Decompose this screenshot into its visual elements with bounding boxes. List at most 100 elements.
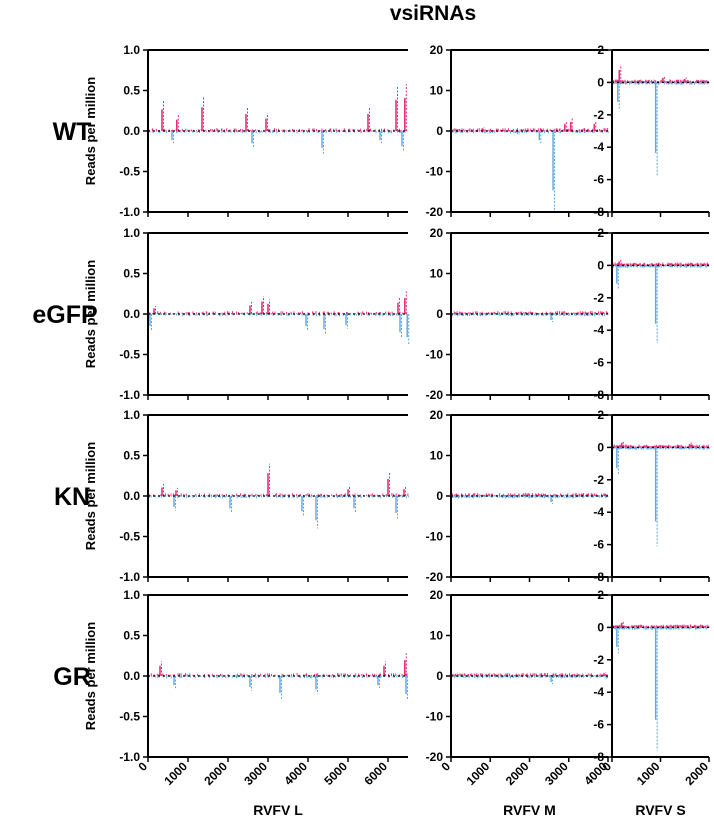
y-tick-label: 10 <box>430 267 444 281</box>
y-tick-label: 0.0 <box>123 124 140 138</box>
y-axis-label: Reads per million <box>83 77 98 185</box>
y-tick-label: 1.0 <box>123 408 140 422</box>
y-tick-label: 0 <box>436 669 443 683</box>
y-tick-label: -6 <box>593 718 604 732</box>
x-axis-label: RVFV L <box>253 802 303 818</box>
y-tick-label: 10 <box>430 449 444 463</box>
y-tick-label: 20 <box>430 43 444 57</box>
x-tick-label: 3000 <box>542 759 571 788</box>
y-tick-label: 0 <box>436 124 443 138</box>
y-tick-label: -10 <box>426 710 444 724</box>
panel-rvfv-l-kn: -1.0 -0.5 0.0 0.5 1.0 <box>119 408 409 584</box>
row-label: WT <box>53 118 92 146</box>
y-tick-label: 0 <box>597 620 604 634</box>
y-tick-label: -1.0 <box>119 750 140 764</box>
y-tick-label: -10 <box>426 530 444 544</box>
y-tick-label: -6 <box>593 356 604 370</box>
y-tick-label: -20 <box>426 205 444 219</box>
panel-rvfv-l-egfp: -1.0 -0.5 0.0 0.5 1.0 <box>119 226 410 402</box>
x-tick-label: 4000 <box>281 759 310 788</box>
panel-rvfv-l-wt: -1.0 -0.5 0.0 0.5 1.0 <box>119 43 408 219</box>
y-tick-label: 0 <box>436 489 443 503</box>
x-tick-label: 2000 <box>682 759 711 788</box>
y-tick-label: -20 <box>426 388 444 402</box>
y-tick-label: 0 <box>436 307 443 321</box>
y-tick-label: 2 <box>597 226 604 240</box>
y-tick-label: -1.0 <box>119 388 140 402</box>
y-tick-label: -6 <box>593 173 604 187</box>
row-label: KN <box>54 483 90 511</box>
y-tick-label: -2 <box>593 291 604 305</box>
y-tick-label: -2 <box>593 473 604 487</box>
panel-rvfv-l-gr: -1.0-0.50.00.51.00 1000 2000 3000 4000 5000 60… <box>119 588 408 788</box>
y-tick-label: 20 <box>430 588 444 602</box>
y-tick-label: -8 <box>593 205 604 219</box>
y-tick-label: 1.0 <box>123 43 140 57</box>
y-tick-label: -4 <box>593 140 604 154</box>
y-tick-label: 10 <box>430 629 444 643</box>
x-tick-label: 2000 <box>503 759 532 788</box>
y-tick-label: 0.5 <box>123 449 140 463</box>
x-tick-label: 1000 <box>161 759 190 788</box>
x-tick-label: 3000 <box>241 759 270 788</box>
panel-rvfv-s-egfp: -8 -6 -4 -2 0 2 <box>593 226 710 402</box>
y-tick-label: -20 <box>426 750 444 764</box>
y-tick-label: 1.0 <box>123 588 140 602</box>
y-tick-label: -10 <box>426 348 444 362</box>
y-tick-label: 0 <box>597 440 604 454</box>
y-tick-label: -1.0 <box>119 205 140 219</box>
x-axis-label: RVFV S <box>635 802 685 818</box>
row-label: GR <box>53 663 91 691</box>
y-axis-label: Reads per million <box>83 622 98 730</box>
y-tick-label: -0.5 <box>119 348 140 362</box>
y-tick-label: -0.5 <box>119 530 140 544</box>
y-tick-label: -20 <box>426 570 444 584</box>
y-tick-label: 0 <box>597 258 604 272</box>
y-tick-label: -8 <box>593 570 604 584</box>
x-tick-label: 6000 <box>361 759 390 788</box>
y-tick-label: 2 <box>597 43 604 57</box>
y-tick-label: 1.0 <box>123 226 140 240</box>
panel-rvfv-s-kn: -8 -6 -4 -2 0 2 <box>593 408 710 584</box>
y-tick-label: 0 <box>597 75 604 89</box>
y-tick-label: 0.5 <box>123 267 140 281</box>
x-axis-labels: RVFV L RVFV M RVFV S <box>253 802 685 818</box>
y-tick-label: -4 <box>593 685 604 699</box>
y-tick-label: 2 <box>597 588 604 602</box>
x-tick-label: 2000 <box>201 759 230 788</box>
y-tick-label: -10 <box>426 165 444 179</box>
y-tick-label: -4 <box>593 323 604 337</box>
y-tick-label: -2 <box>593 653 604 667</box>
x-tick-label: 1000 <box>634 759 663 788</box>
y-axis-label: Reads per million <box>83 260 98 368</box>
y-axis-label: Reads per million <box>83 442 98 550</box>
y-tick-label: 0.5 <box>123 629 140 643</box>
x-tick-label: 1000 <box>464 759 493 788</box>
y-tick-label: 2 <box>597 408 604 422</box>
y-tick-label: -0.5 <box>119 710 140 724</box>
y-tick-label: 20 <box>430 226 444 240</box>
y-tick-label: 0.0 <box>123 489 140 503</box>
y-tick-label: -0.5 <box>119 165 140 179</box>
y-tick-label: -4 <box>593 505 604 519</box>
y-tick-label: -1.0 <box>119 570 140 584</box>
y-tick-label: -6 <box>593 538 604 552</box>
x-tick-label: 5000 <box>321 759 350 788</box>
y-tick-label: 20 <box>430 408 444 422</box>
y-tick-label: 0.0 <box>123 307 140 321</box>
y-tick-label: -8 <box>593 388 604 402</box>
y-tick-label: 10 <box>430 84 444 98</box>
figure-title: vsiRNAs <box>390 2 476 25</box>
y-tick-label: 0.0 <box>123 669 140 683</box>
y-tick-label: -8 <box>593 750 604 764</box>
y-tick-label: -2 <box>593 108 604 122</box>
panel-rvfv-s-wt: -8 -6 -4 -2 0 2 <box>593 43 710 219</box>
y-tick-label: 0.5 <box>123 84 140 98</box>
